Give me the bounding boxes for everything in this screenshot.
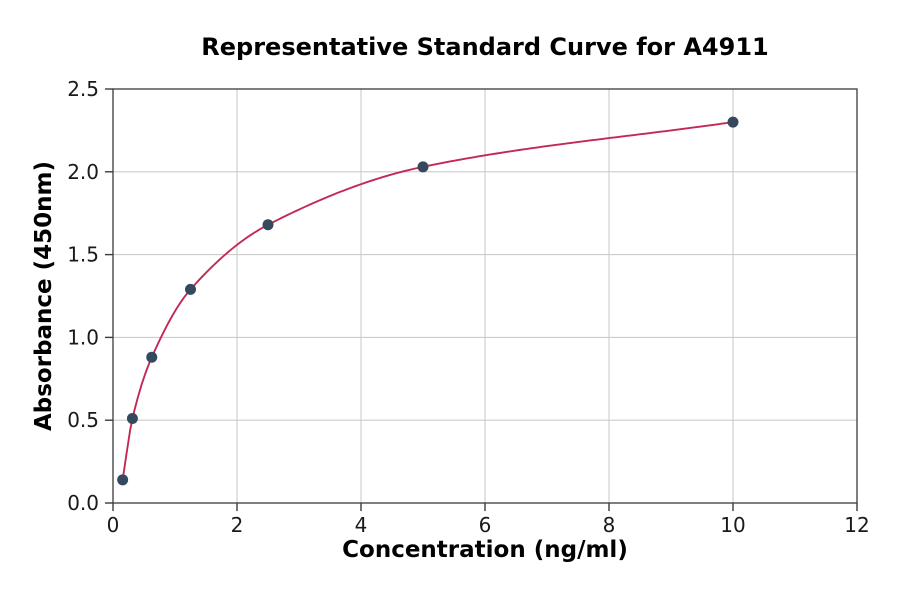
x-axis-label: Concentration (ng/ml)	[342, 537, 628, 563]
data-point	[146, 351, 158, 363]
x-tick-label: 0	[107, 513, 120, 537]
data-point	[262, 219, 274, 231]
standard-curve-line	[121, 121, 734, 481]
y-tick-label: 2.0	[67, 160, 99, 184]
x-tick-label: 2	[231, 513, 244, 537]
data-point	[117, 474, 129, 486]
data-point	[185, 283, 196, 295]
chart-title: Representative Standard Curve for A4911	[201, 33, 769, 61]
x-tick-label: 10	[720, 513, 745, 537]
data-point	[417, 161, 429, 173]
y-tick-label: 0.5	[67, 408, 99, 432]
y-tick-label: 1.0	[67, 325, 99, 349]
x-tick-label: 8	[603, 513, 616, 537]
y-tick-label: 0.0	[67, 491, 99, 515]
y-tick-label: 1.5	[67, 243, 99, 267]
x-tick-label: 12	[844, 513, 869, 537]
x-tick-label: 6	[479, 513, 492, 537]
data-point	[126, 413, 138, 425]
y-tick-label: 2.5	[67, 77, 99, 101]
x-tick-label: 4	[355, 513, 368, 537]
data-point	[727, 116, 739, 128]
